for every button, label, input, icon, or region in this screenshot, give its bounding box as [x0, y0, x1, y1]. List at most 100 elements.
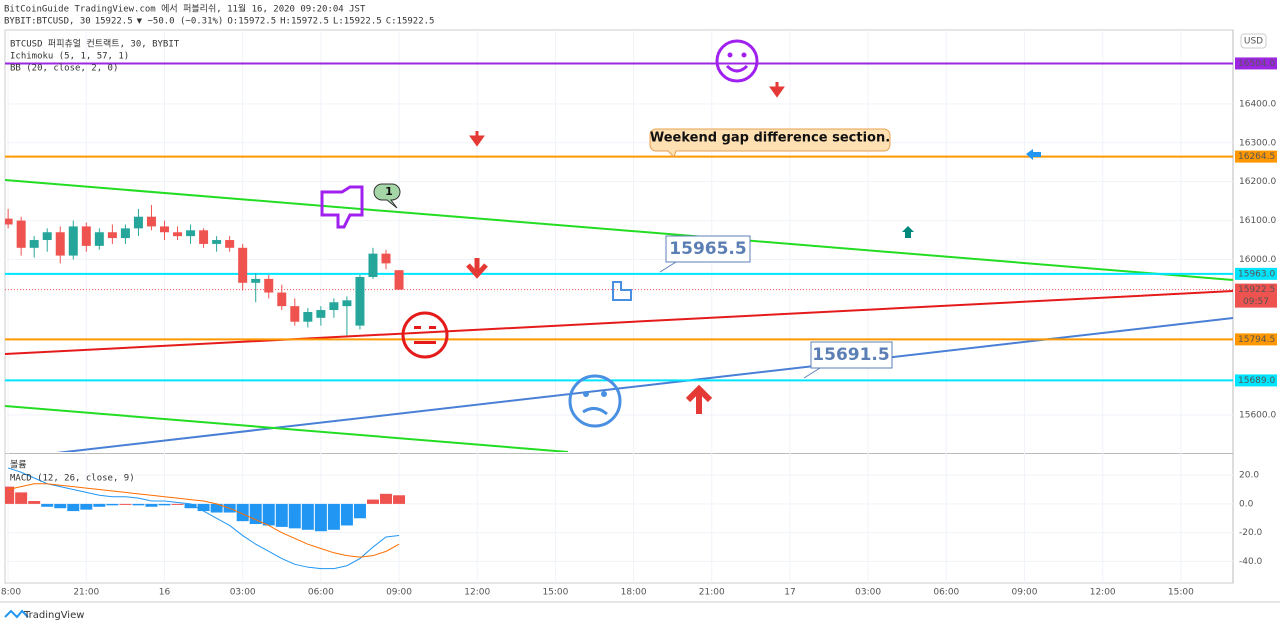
- eye: [601, 391, 607, 397]
- price-level-tag: [1235, 333, 1277, 346]
- price-level-tag: [1235, 150, 1277, 163]
- x-tick-label: 15:00: [1168, 588, 1194, 598]
- candle-body: [159, 226, 169, 233]
- callout-pointer: [803, 367, 821, 379]
- price-level-label: 16264.5: [1238, 152, 1275, 162]
- candle-body: [68, 226, 78, 256]
- y-tick-label: 16300.0: [1239, 138, 1276, 148]
- eye: [429, 326, 436, 329]
- price-level-label: 15794.5: [1238, 335, 1275, 345]
- currency[interactable]: USD: [1244, 37, 1263, 47]
- candle-body: [251, 278, 261, 283]
- histogram-bar: [262, 503, 275, 526]
- candle-body: [199, 230, 209, 244]
- histogram-bar: [67, 503, 80, 512]
- x-tick-label: 17: [784, 588, 795, 598]
- quote-text: ▼ −50.0 (−0.31%): [137, 17, 224, 27]
- trendline: [5, 179, 1233, 281]
- y-tick-label: 20.0: [1239, 471, 1259, 481]
- histogram-bar: [340, 503, 353, 526]
- callout-pointer: [659, 261, 677, 273]
- annotation: 15965.5: [669, 239, 746, 259]
- histogram-bar: [93, 503, 106, 507]
- brand-logo: [4, 609, 29, 619]
- legend-item: 볼륨: [10, 460, 27, 471]
- quote-text: C:: [386, 17, 397, 27]
- candle-body: [133, 216, 143, 229]
- candle-body: [212, 240, 222, 244]
- quote-text: L:: [333, 17, 344, 27]
- histogram-bar: [301, 503, 314, 530]
- candle-body: [42, 232, 52, 241]
- candle-body: [146, 216, 156, 227]
- currency-button[interactable]: [1240, 33, 1267, 49]
- hand-icon: [612, 281, 632, 301]
- header-title: BitCoinGuide TradingView.com 에서 퍼블리쉬, 11…: [4, 3, 366, 15]
- legend-item: BTCUSD 퍼피츄얼 컨트랙트, 30, BYBIT: [10, 39, 180, 50]
- price-level-label: 15689.0: [1238, 376, 1275, 386]
- histogram-bar: [145, 503, 158, 507]
- trendline: [56, 317, 1233, 452]
- histogram-bar: [54, 503, 67, 509]
- eye: [583, 391, 589, 397]
- arrow-up: [685, 384, 713, 414]
- candle-body: [225, 240, 235, 248]
- x-tick-label: 15:00: [542, 588, 568, 598]
- x-tick-label: 06:00: [933, 588, 959, 598]
- quote-text: 15972.5: [291, 17, 329, 27]
- y-tick-label: -40.0: [1239, 557, 1263, 567]
- quote-text: O:: [227, 17, 238, 27]
- histogram-bar: [41, 503, 54, 507]
- callout-box: [649, 128, 891, 158]
- arrow-down: [769, 82, 785, 98]
- candle-body: [173, 232, 183, 237]
- candle-body: [329, 302, 339, 311]
- legend-item: BB (20, close, 2, 0): [10, 64, 118, 74]
- quote-text: 15972.5: [238, 17, 276, 27]
- x-tick-label: 09:00: [386, 588, 412, 598]
- histogram-bar: [158, 503, 171, 506]
- mouth: [414, 341, 436, 344]
- histogram-bar: [15, 492, 28, 504]
- x-tick-label: 18:00: [0, 588, 21, 598]
- histogram-bar: [314, 503, 327, 532]
- x-tick-label: 21:00: [699, 588, 725, 598]
- eye: [727, 52, 733, 58]
- brand: TradingView: [23, 610, 84, 621]
- confused-icon: [568, 374, 622, 428]
- eye: [414, 326, 421, 329]
- callout-box: [810, 341, 893, 369]
- quote-text: 15922.5: [95, 17, 133, 27]
- histogram-bar: [210, 503, 223, 513]
- current-price-label: 15922.5: [1238, 285, 1275, 295]
- x-tick-label: 03:00: [855, 588, 881, 598]
- histogram-bar: [28, 501, 41, 504]
- callout-box: [665, 235, 751, 263]
- icons: [320, 39, 1041, 428]
- candle-body: [368, 253, 378, 277]
- histogram-bar: [288, 503, 301, 529]
- arrow-down: [469, 131, 485, 147]
- macd-line: [7, 467, 400, 570]
- x-tick-label: 16: [159, 588, 171, 598]
- quote-text: BYBIT:BTCUSD, 30: [4, 17, 91, 27]
- histogram-bar: [393, 495, 406, 504]
- candle-body: [186, 230, 196, 237]
- countdown: 09:57: [1243, 297, 1269, 307]
- candle-body: [29, 240, 39, 248]
- eye: [741, 52, 747, 58]
- y-tick-label: 16100.0: [1239, 216, 1276, 226]
- candle-body: [107, 232, 117, 239]
- quote-text: H:: [280, 17, 291, 27]
- y-tick-label: -20.0: [1239, 528, 1263, 538]
- drawings: [5, 179, 1233, 452]
- histogram-bar: [327, 503, 340, 530]
- candle-body: [342, 300, 352, 307]
- histogram-bar: [197, 503, 210, 512]
- quote-text: 15922.5: [344, 17, 382, 27]
- price-level-tag: [1235, 374, 1277, 387]
- x-tick-label: 03:00: [230, 588, 256, 598]
- smiley-icon: [715, 39, 759, 83]
- price-level-tag: [1235, 267, 1277, 280]
